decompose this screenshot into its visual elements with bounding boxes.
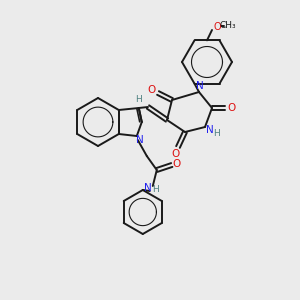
Text: O: O	[147, 85, 155, 95]
Text: N: N	[196, 81, 204, 91]
Text: O: O	[173, 159, 181, 169]
Text: H: H	[213, 130, 219, 139]
Text: CH₃: CH₃	[220, 22, 236, 31]
Text: H: H	[152, 185, 159, 194]
Text: N: N	[136, 135, 144, 145]
Text: H: H	[136, 95, 142, 104]
Text: O: O	[227, 103, 235, 113]
Text: N: N	[206, 125, 214, 135]
Text: N: N	[144, 183, 152, 193]
Text: O: O	[171, 149, 179, 159]
Text: O: O	[213, 22, 221, 32]
